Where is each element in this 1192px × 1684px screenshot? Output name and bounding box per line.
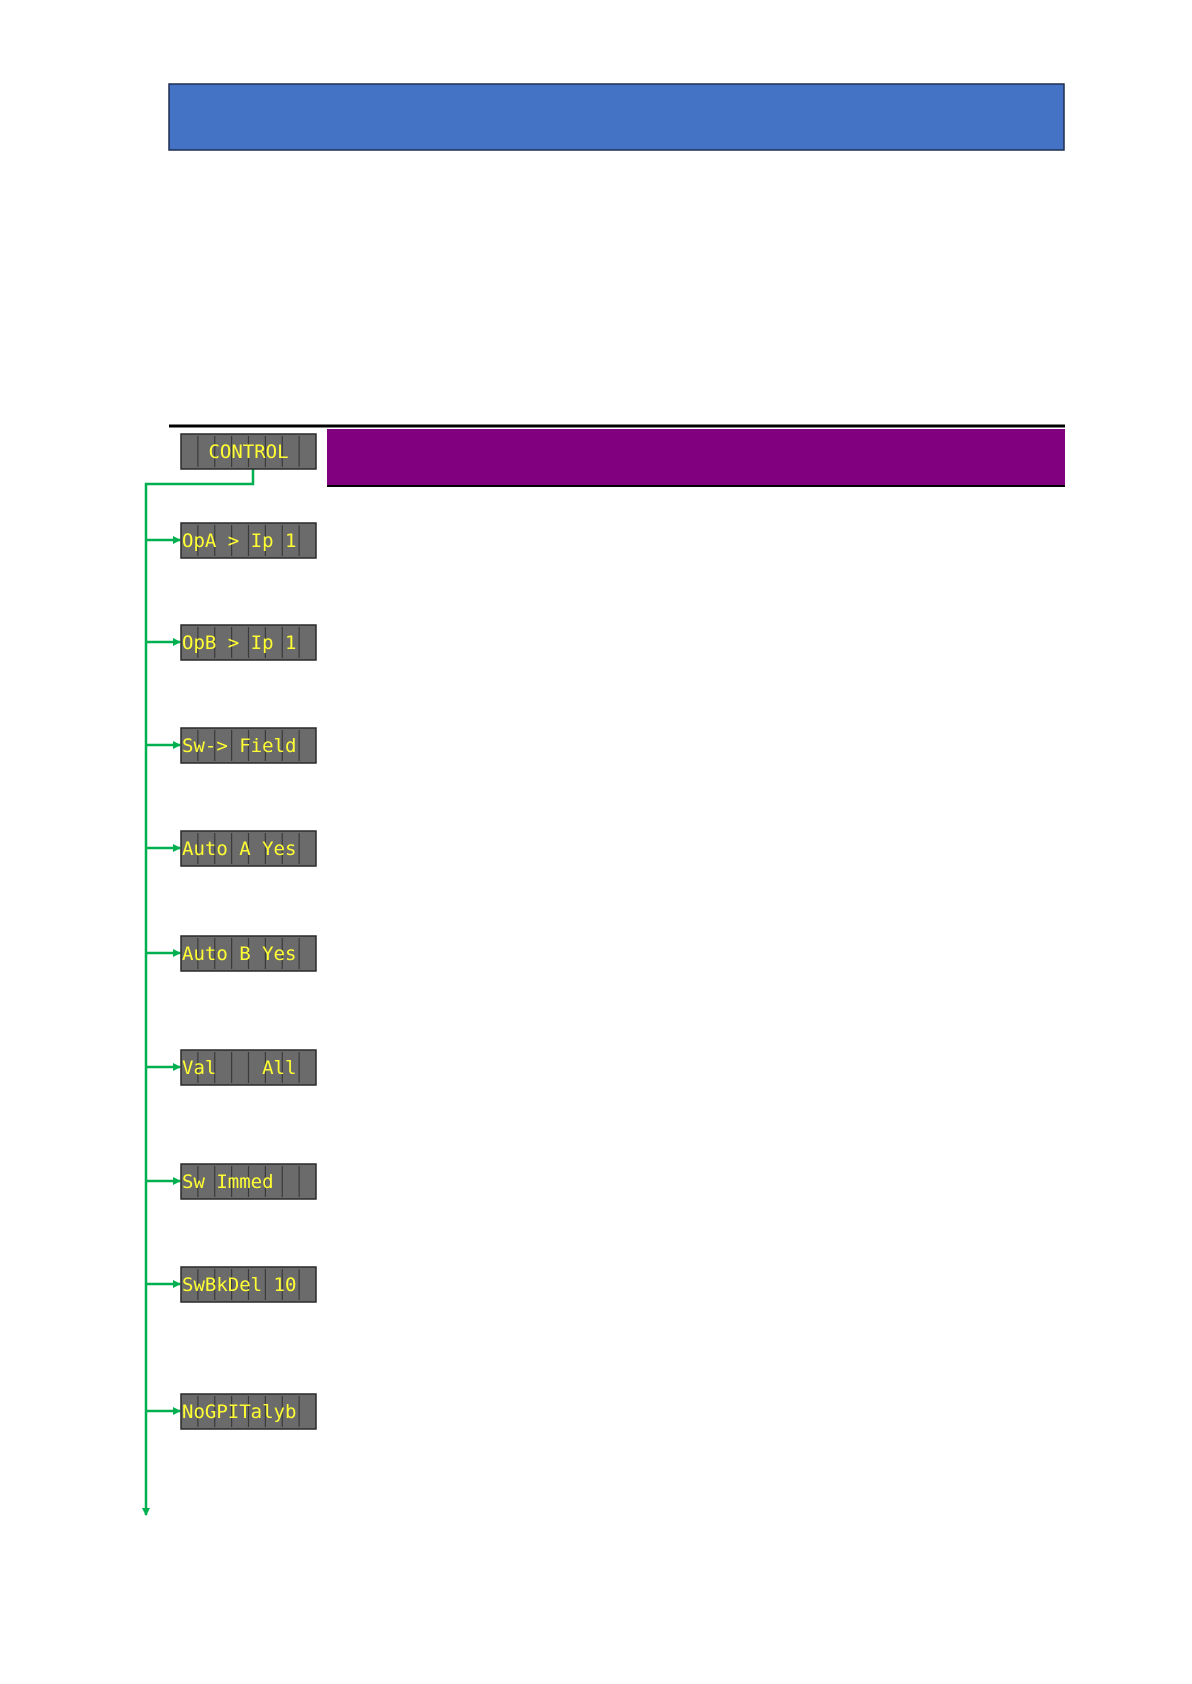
lcd-text: NoGPITalyb: [182, 1401, 296, 1423]
lcd-text: CONTROL: [208, 441, 288, 463]
trunk-line: [142, 469, 255, 1516]
tree-lines: [142, 469, 255, 1516]
section-bar: [327, 429, 1065, 486]
lcd-text: OpB > Ip 1: [182, 632, 296, 654]
control-display: CONTROL: [180, 433, 317, 470]
lcd-text: Auto B Yes: [182, 943, 296, 965]
menu-items: OpA > Ip 1 OpB > Ip 1 Sw-> Field Auto A Yes…: [146, 522, 317, 1430]
header-bar: [168, 83, 1065, 151]
lcd-text: Val All: [182, 1057, 296, 1079]
lcd-text: OpA > Ip 1: [182, 530, 296, 552]
lcd-text: Sw Immed: [182, 1171, 274, 1193]
lcd-text: SwBkDel 10: [182, 1274, 296, 1296]
lcd-text: Auto A Yes: [182, 838, 296, 860]
lcd-text: Sw-> Field: [182, 735, 296, 757]
